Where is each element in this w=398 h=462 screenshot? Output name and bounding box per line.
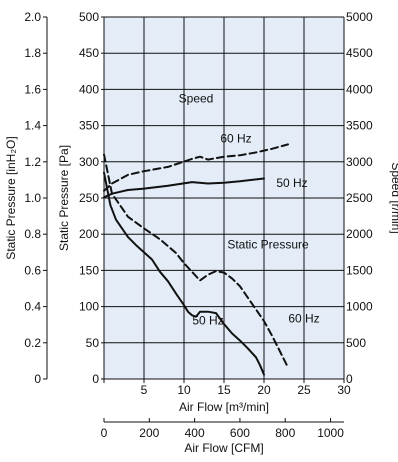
tick-label-pa: 0 <box>92 372 99 386</box>
tick-label-pa: 200 <box>79 227 99 241</box>
annotation-speed: Speed <box>179 91 214 105</box>
tick-label-pa: 300 <box>79 155 99 169</box>
tick-label-speed: 5000 <box>346 10 373 24</box>
tick-label-x-secondary: 200 <box>139 426 159 440</box>
tick-label-x-main: 25 <box>297 383 311 397</box>
tick-label-speed: 2000 <box>346 227 373 241</box>
x-axis-title-secondary: Air Flow [CFM] <box>184 441 263 455</box>
tick-label-speed: 2500 <box>346 191 373 205</box>
annotation-static-pressure: Static Pressure <box>227 238 309 252</box>
annotation-pressure-50hz: 50 Hz <box>192 314 223 328</box>
tick-label-inh2o: 1.4 <box>24 119 41 133</box>
tick-label-speed: 4000 <box>346 82 373 96</box>
series-line-static-pressure-50hz <box>103 171 265 376</box>
tick-label-pa: 350 <box>79 119 99 133</box>
tick-label-x-secondary: 0 <box>101 426 108 440</box>
tick-label-speed: 1500 <box>346 263 373 277</box>
tick-label-pa: 500 <box>79 10 99 24</box>
tick-label-pa: 50 <box>86 336 100 350</box>
tick-label-inh2o: 0.6 <box>24 263 41 277</box>
left-pa-axis: 0 50 100 150 200 250 300 350 400 450 500 <box>79 10 104 386</box>
tick-label-speed: 3000 <box>346 155 373 169</box>
left-inh2o-axis: 0 0.2 0.4 0.6 0.8 1.0 1.2 1.4 1.6 1.8 2.0 <box>24 10 48 386</box>
tick-label-x-secondary: 800 <box>275 426 295 440</box>
series-layer <box>103 143 289 376</box>
tick-label-x-main: 5 <box>141 383 148 397</box>
tick-label-inh2o: 1.0 <box>24 191 41 205</box>
tick-label-x-main: 20 <box>257 383 271 397</box>
x-main-axis: 5 10 15 20 25 30 <box>103 379 351 397</box>
tick-label-inh2o: 1.6 <box>24 82 41 96</box>
tick-label-x-main: 10 <box>177 383 191 397</box>
tick-label-inh2o: 0.8 <box>24 227 41 241</box>
annotation-pressure-60hz: 60 Hz <box>288 312 319 326</box>
tick-label-speed: 500 <box>346 336 366 350</box>
series-line-speed-50hz <box>103 177 265 199</box>
y-axis-title-pa: Static Pressure [Pa] <box>57 145 71 251</box>
tick-label-pa: 100 <box>79 300 99 314</box>
tick-label-x-main: 30 <box>337 383 351 397</box>
tick-label-x-secondary: 1000 <box>317 426 344 440</box>
tick-label-speed: 0 <box>346 372 353 386</box>
tick-label-pa: 450 <box>79 46 99 60</box>
tick-label-inh2o: 2.0 <box>24 10 41 24</box>
annotation-speed-60hz: 60 Hz <box>220 131 251 145</box>
y-axis-title-inh2o: Static Pressure [inH₂O] <box>4 136 18 259</box>
tick-label-pa: 250 <box>79 191 99 205</box>
annotation-speed-50hz: 50 Hz <box>276 176 307 190</box>
tick-label-pa: 150 <box>79 263 99 277</box>
tick-label-inh2o: 1.8 <box>24 46 41 60</box>
tick-label-x-secondary: 400 <box>185 426 205 440</box>
tick-label-speed: 1000 <box>346 300 373 314</box>
right-speed-axis: 0 500 1000 1500 2000 2500 3000 3500 4000 4500 5000 <box>346 10 373 386</box>
tick-label-x-secondary: 600 <box>230 426 250 440</box>
tick-label-inh2o: 1.2 <box>24 155 41 169</box>
tick-label-inh2o: 0 <box>34 372 41 386</box>
tick-label-pa: 400 <box>79 82 99 96</box>
tick-label-speed: 4500 <box>346 46 373 60</box>
tick-label-inh2o: 0.2 <box>24 336 41 350</box>
tick-label-speed: 3500 <box>346 119 373 133</box>
x-axis-title-main: Air Flow [m³/min] <box>179 400 269 414</box>
y-axis-title-speed: Speed [r/min] <box>389 162 398 233</box>
tick-label-x-main: 15 <box>217 383 231 397</box>
series-line-speed-60hz <box>103 143 289 192</box>
x-secondary-axis: 0 200 400 600 800 1000 <box>101 418 344 440</box>
tick-label-inh2o: 0.4 <box>24 300 41 314</box>
